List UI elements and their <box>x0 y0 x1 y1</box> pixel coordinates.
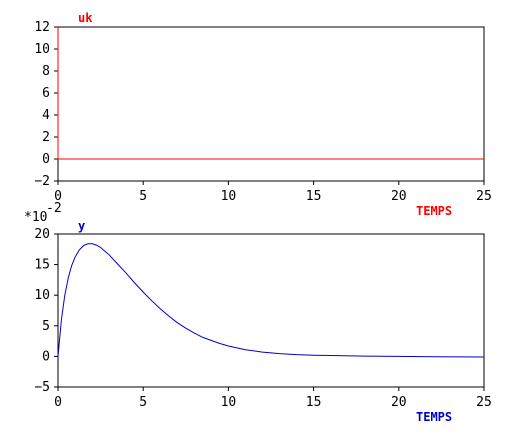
chart2-ytick-label: 20 <box>34 227 50 242</box>
chart1-ytick-label: 8 <box>42 64 50 79</box>
chart1-ytick-label: 0 <box>42 152 50 167</box>
chart1-ytick-label: −2 <box>34 174 50 189</box>
chart1-xtick-label: 15 <box>306 189 322 204</box>
chart2-ytick-label: 15 <box>34 258 50 273</box>
chart2-xtick-label: 10 <box>221 395 237 410</box>
chart1-ytick-label: 10 <box>34 42 50 57</box>
chart2-xtick-label: 0 <box>54 395 62 410</box>
chart2-title: y <box>78 219 85 233</box>
chart2-xtick-label: 25 <box>476 395 492 410</box>
chart2-ytick-label: 5 <box>42 319 50 334</box>
chart2-scale-exponent: -2 <box>46 201 62 216</box>
chart2-series-line <box>57 243 485 358</box>
chart1-xtick-label: 0 <box>54 189 62 204</box>
chart1-ytick-label: 2 <box>42 130 50 145</box>
chart2-xtick-label: 15 <box>306 395 322 410</box>
chart1-xlabel: TEMPS <box>416 204 452 218</box>
chart2-scale-label: *10 <box>24 210 47 225</box>
chart2-xtick-label: 20 <box>391 395 407 410</box>
chart2-plot: −5 0 5 10 15 20 0 5 10 15 20 25 <box>34 227 491 410</box>
chart1-title: uk <box>78 11 93 25</box>
chart1-ytick-label: 6 <box>42 86 50 101</box>
chart1-xtick-label: 5 <box>139 189 147 204</box>
chart1-plot: −2 0 2 4 6 8 10 12 0 5 10 15 20 25 <box>34 20 491 204</box>
chart1-xtick-label: 20 <box>391 189 407 204</box>
chart2-xtick-label: 5 <box>139 395 147 410</box>
chart1-ytick-label: 4 <box>42 108 50 123</box>
chart2-ytick-label: −5 <box>34 380 50 395</box>
chart1-series-line <box>57 27 484 160</box>
chart2-axes-box <box>57 233 485 388</box>
chart1-xtick-label: 25 <box>476 189 492 204</box>
chart1-axes-box <box>57 26 485 182</box>
chart2-ytick-label: 10 <box>34 288 50 303</box>
chart2-xlabel: TEMPS <box>416 410 452 424</box>
chart2-ytick-label: 0 <box>42 349 50 364</box>
chart1-ytick-label: 12 <box>34 20 50 35</box>
chart1-xtick-label: 10 <box>221 189 237 204</box>
